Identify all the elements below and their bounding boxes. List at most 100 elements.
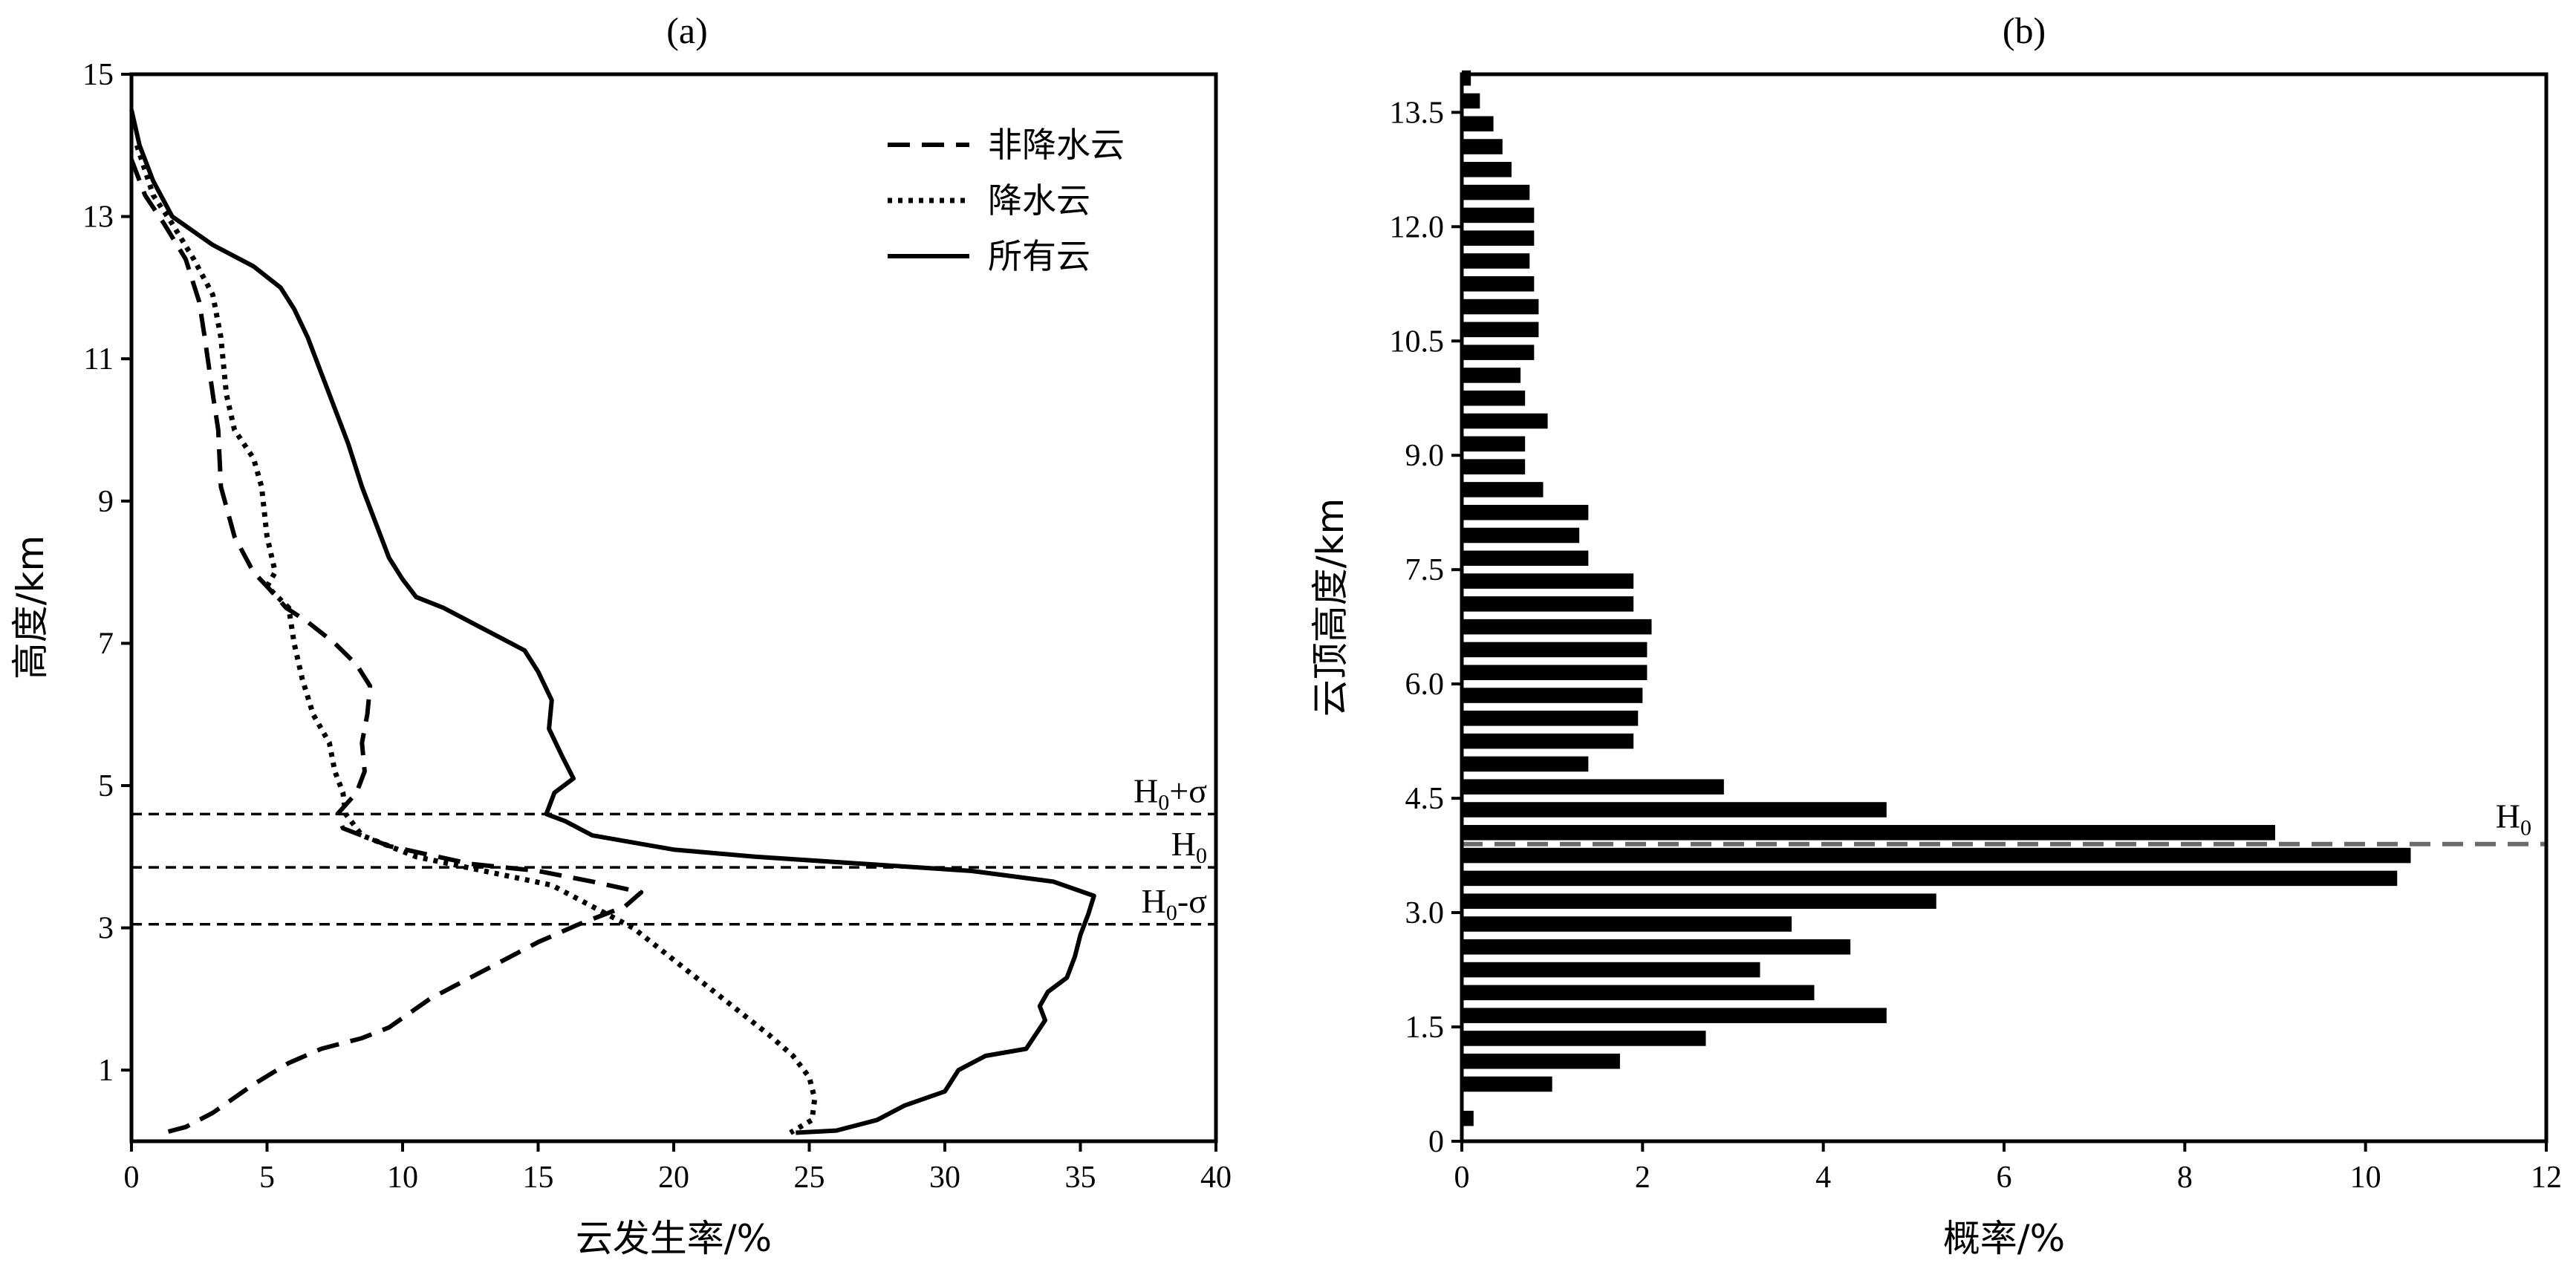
bar (1462, 779, 1724, 794)
bar (1462, 368, 1521, 383)
panel-b-label: (b) (2003, 10, 2046, 51)
panel-b-y-tick-label: 12.0 (1390, 210, 1445, 244)
bar (1462, 939, 1851, 955)
panel-a-y-tick-label: 13 (82, 200, 114, 235)
panel-b-y-axis-label: 云顶高度/km (1309, 498, 1352, 717)
panel-a-x-tick-label: 35 (1065, 1161, 1096, 1195)
panel-a-x-tick-label: 5 (259, 1161, 275, 1195)
bar (1462, 413, 1548, 429)
reference-line-label: H0-σ (1142, 882, 1208, 925)
reference-line-label: H0 (2496, 797, 2531, 841)
panel-a-y-axis-label: 高度/km (9, 535, 52, 680)
bar (1462, 665, 1648, 681)
bar (1462, 390, 1526, 406)
panel-a-x-tick-label: 0 (124, 1161, 140, 1195)
bar (1462, 916, 1792, 932)
bar (1462, 253, 1530, 269)
bar (1462, 1110, 1474, 1126)
panel-a-x-tick-label: 15 (523, 1161, 554, 1195)
bar (1462, 1031, 1706, 1046)
legend-label: 降水云 (988, 180, 1090, 221)
bar (1462, 550, 1589, 567)
bar (1462, 345, 1535, 360)
panel-a-frame (129, 72, 1218, 1143)
panel-b-frame (1460, 72, 2549, 1143)
bar (1462, 436, 1526, 452)
bar (1462, 733, 1634, 749)
bar (1462, 985, 1815, 1001)
panel-b-y-tick-label: 0 (1428, 1125, 1444, 1159)
panel-b-x-tick-label: 8 (2177, 1161, 2193, 1195)
panel-b-y-tick-label: 4.5 (1405, 782, 1445, 816)
bar (1462, 1008, 1887, 1023)
bar (1462, 504, 1589, 521)
legend-label: 非降水云 (988, 125, 1125, 165)
bar (1462, 847, 2411, 864)
panel-b-x-tick-label: 6 (1997, 1161, 2012, 1195)
panel-a-x-tick-label: 30 (929, 1161, 960, 1195)
bar (1462, 688, 1643, 703)
bar (1462, 619, 1652, 635)
panel-a-y-tick-label: 9 (98, 485, 114, 519)
panel-a-y-tick-label: 7 (98, 627, 114, 661)
bar (1462, 962, 1760, 978)
panel-b-bars (1462, 70, 2411, 1126)
panel-b-x-tick-label: 12 (2531, 1161, 2562, 1195)
panel-a-y-tick-label: 3 (98, 912, 114, 946)
panel-a-reference-lines: H0+σ H0 H0-σ (131, 771, 1216, 926)
panel-a-series-group (129, 109, 1096, 1135)
bar (1462, 573, 1634, 589)
reference-line-label: H0 (1171, 825, 1207, 868)
series-line-dotted (134, 144, 818, 1135)
bar (1462, 298, 1539, 315)
bar (1462, 893, 1936, 909)
reference-line-label: H0+σ (1133, 771, 1207, 815)
bar (1462, 1076, 1552, 1092)
panel-a-x-axis-label: 云发生率/% (576, 1217, 772, 1260)
bar (1462, 162, 1512, 177)
panel-a-x-tick-label: 25 (794, 1161, 825, 1195)
bar (1462, 207, 1535, 223)
panel-b: (b) H0 0 2 4 6 8 10 12 0 1.5 3.0 4.5 6.0 7.5 9.0 10.5 1… (1309, 10, 2562, 1260)
bar (1462, 870, 2398, 887)
bar (1462, 322, 1539, 338)
panel-b-y-tick-label: 9.0 (1405, 439, 1445, 473)
panel-b-reference-lines: H0 (1462, 797, 2546, 846)
panel-b-y-tick-label: 7.5 (1405, 553, 1445, 587)
bar (1462, 482, 1544, 497)
bar (1462, 276, 1535, 292)
bar (1462, 116, 1494, 131)
series-line-solid (129, 109, 1096, 1135)
bar (1462, 1053, 1620, 1069)
bar (1462, 596, 1634, 612)
panel-a-y-tick-label: 1 (98, 1054, 114, 1088)
bar (1462, 527, 1580, 544)
panel-b-x-tick-label: 0 (1454, 1161, 1470, 1195)
bar (1462, 711, 1639, 726)
bar (1462, 756, 1589, 772)
panel-a-y-tick-label: 15 (82, 58, 114, 92)
bar (1462, 230, 1535, 246)
panel-a-x-tick-label: 40 (1200, 1161, 1232, 1195)
panel-b-y-tick-label: 6.0 (1405, 668, 1445, 702)
bar (1462, 642, 1648, 658)
panel-b-y-tick-label: 1.5 (1405, 1011, 1445, 1045)
bar (1462, 459, 1526, 474)
panel-b-y-tick-label: 3.0 (1405, 896, 1445, 930)
panel-b-x-tick-label: 2 (1635, 1161, 1650, 1195)
panel-b-ticks: 0 2 4 6 8 10 12 0 1.5 3.0 4.5 6.0 7.5 9.0 10.5 12.0 13.5 (1390, 96, 2563, 1195)
panel-b-y-tick-label: 10.5 (1390, 324, 1445, 359)
bar (1462, 802, 1887, 818)
bar (1462, 825, 2275, 841)
series-line-dashed (129, 158, 644, 1135)
bar (1462, 139, 1503, 154)
panel-b-x-axis-label: 概率/% (1943, 1217, 2065, 1260)
panel-b-y-tick-label: 13.5 (1390, 96, 1445, 130)
panel-b-x-tick-label: 10 (2350, 1161, 2381, 1195)
bar (1462, 184, 1530, 200)
bar (1462, 93, 1480, 109)
